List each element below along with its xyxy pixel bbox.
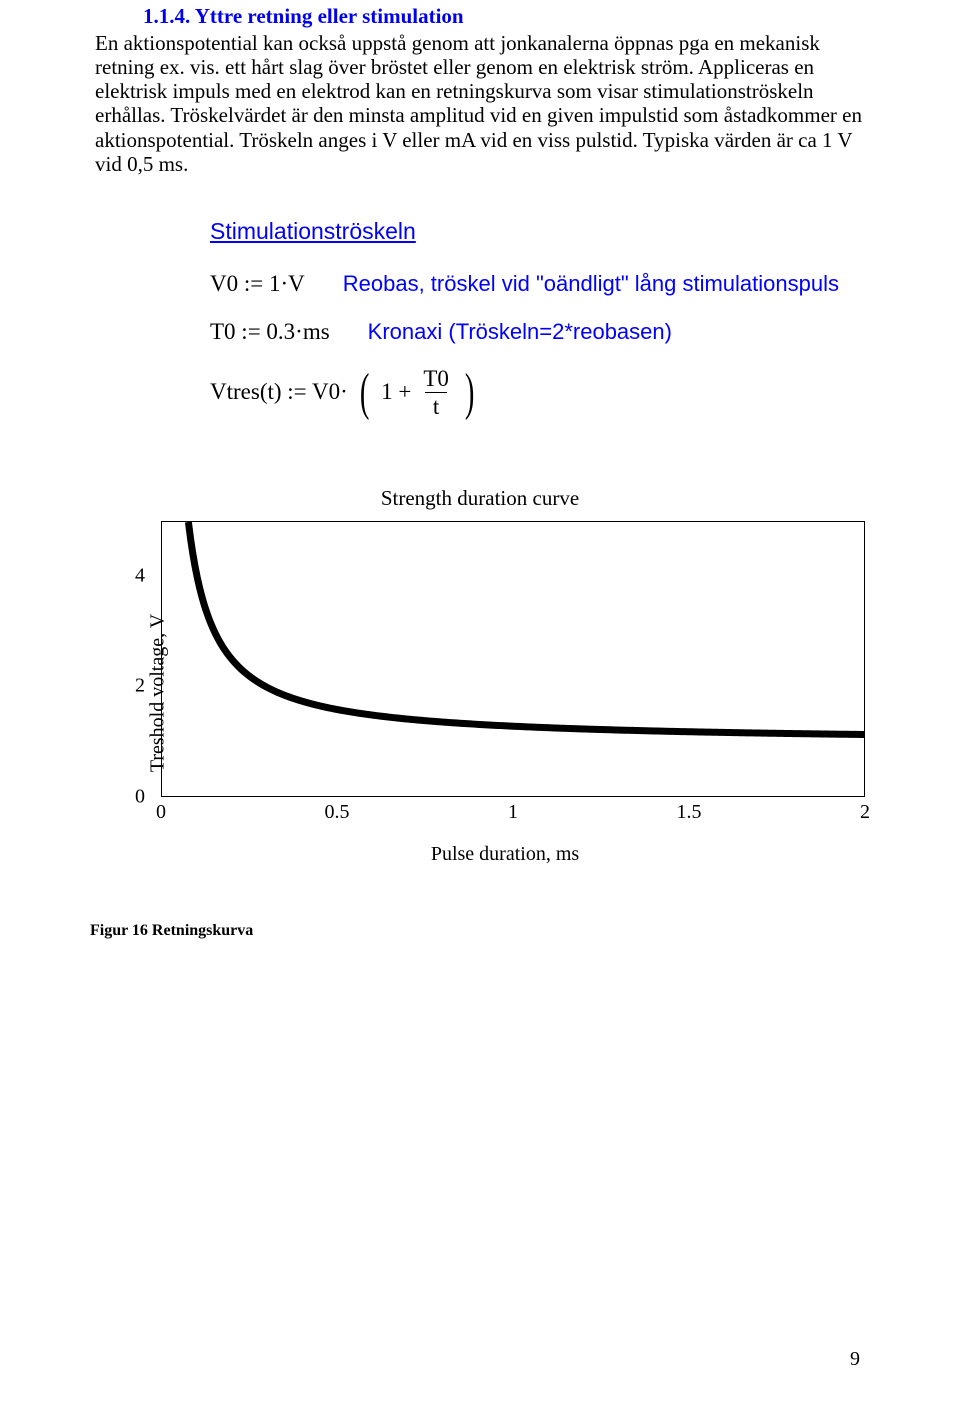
eq-vtres: Vtres(t) := V0· ( 1 + T0 t ) (210, 367, 865, 418)
eq-t0-desc: Kronaxi (Tröskeln=2*reobasen) (368, 319, 672, 345)
chart-xtick-label: 1.5 (677, 801, 702, 824)
chart-xlabel: Pulse duration, ms (145, 843, 865, 866)
eq-t0-lhs: T0 := 0.3·ms (210, 319, 330, 345)
chart-ytick-mark (161, 576, 162, 578)
figure-caption: Figur 16 Retningskurva (90, 922, 865, 940)
eq-vtres-fraction: T0 t (419, 367, 453, 418)
chart-ytick-mark (161, 687, 162, 689)
chart-ytick-label: 4 (135, 565, 145, 588)
eq-vtres-den: t (425, 392, 447, 418)
chart-xtick-label: 0.5 (325, 801, 350, 824)
eq-v0-desc: Reobas, tröskel vid "oändligt" lång stim… (343, 271, 839, 297)
eq-row-v0: V0 := 1·V Reobas, tröskel vid "oändligt"… (210, 271, 865, 297)
eq-row-t0: T0 := 0.3·ms Kronaxi (Tröskeln=2*reobase… (210, 319, 865, 345)
eq-v0-lhs: V0 := 1·V (210, 271, 305, 297)
eq-vtres-num: T0 (419, 367, 453, 392)
body-paragraph: En aktionspotential kan också uppstå gen… (95, 31, 865, 176)
equations-title: Stimulationströskeln (210, 218, 865, 245)
chart-curve (162, 522, 865, 797)
chart-title: Strength duration curve (95, 486, 865, 511)
chart-xtick-label: 2 (860, 801, 870, 824)
eq-vtres-lhs: Vtres(t) := V0· (210, 379, 348, 405)
chart-xticks: 00.511.52 (161, 797, 865, 821)
chart-xtick-label: 0 (156, 801, 166, 824)
section-heading: 1.1.4. Yttre retning eller stimulation (95, 0, 865, 29)
rparen-icon: ) (465, 372, 475, 414)
chart-plot-area (161, 521, 865, 797)
chart-container: Treshold voltage, V 024 00.511.52 Pulse … (105, 521, 865, 866)
eq-vtres-lead: 1 + (381, 379, 411, 405)
equations-block: Stimulationströskeln V0 := 1·V Reobas, t… (95, 218, 865, 418)
lparen-icon: ( (360, 372, 370, 414)
chart-ytick-label: 2 (135, 675, 145, 698)
chart-xtick-label: 1 (508, 801, 518, 824)
page-number: 9 (850, 1348, 860, 1371)
chart-yticks: 024 (125, 521, 153, 797)
chart-ytick-label: 0 (135, 785, 145, 808)
